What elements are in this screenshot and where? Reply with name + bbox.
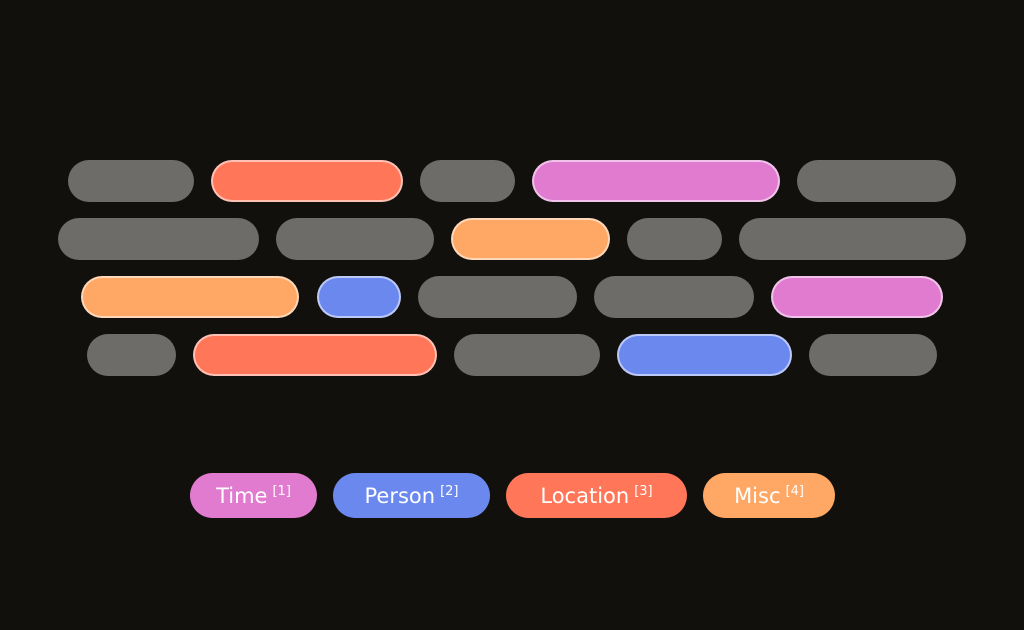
legend-location: Location [3] bbox=[506, 473, 687, 518]
token bbox=[276, 218, 434, 260]
legend-misc: Misc [4] bbox=[703, 473, 835, 518]
legend-ref: [2] bbox=[440, 484, 459, 499]
token bbox=[454, 334, 600, 376]
legend-label: Misc bbox=[734, 483, 781, 508]
token-time bbox=[532, 160, 780, 202]
token-person bbox=[317, 276, 401, 318]
legend-ref: [3] bbox=[634, 484, 653, 499]
legend-time: Time [1] bbox=[190, 473, 317, 518]
token bbox=[739, 218, 966, 260]
legend-label: Person bbox=[364, 483, 436, 508]
token-location bbox=[193, 334, 437, 376]
legend-label: Location bbox=[540, 483, 630, 508]
legend-ref: [4] bbox=[785, 484, 804, 499]
token bbox=[809, 334, 937, 376]
token bbox=[797, 160, 956, 202]
token bbox=[418, 276, 577, 318]
legend-label: Time bbox=[216, 483, 268, 508]
token-location bbox=[211, 160, 403, 202]
token bbox=[420, 160, 515, 202]
token bbox=[627, 218, 722, 260]
token bbox=[68, 160, 194, 202]
token bbox=[87, 334, 176, 376]
token bbox=[594, 276, 754, 318]
legend-person: Person [2] bbox=[333, 473, 490, 518]
token-misc bbox=[81, 276, 299, 318]
token-misc bbox=[451, 218, 610, 260]
legend-ref: [1] bbox=[272, 484, 291, 499]
token-person bbox=[617, 334, 792, 376]
token-time bbox=[771, 276, 943, 318]
token bbox=[58, 218, 259, 260]
